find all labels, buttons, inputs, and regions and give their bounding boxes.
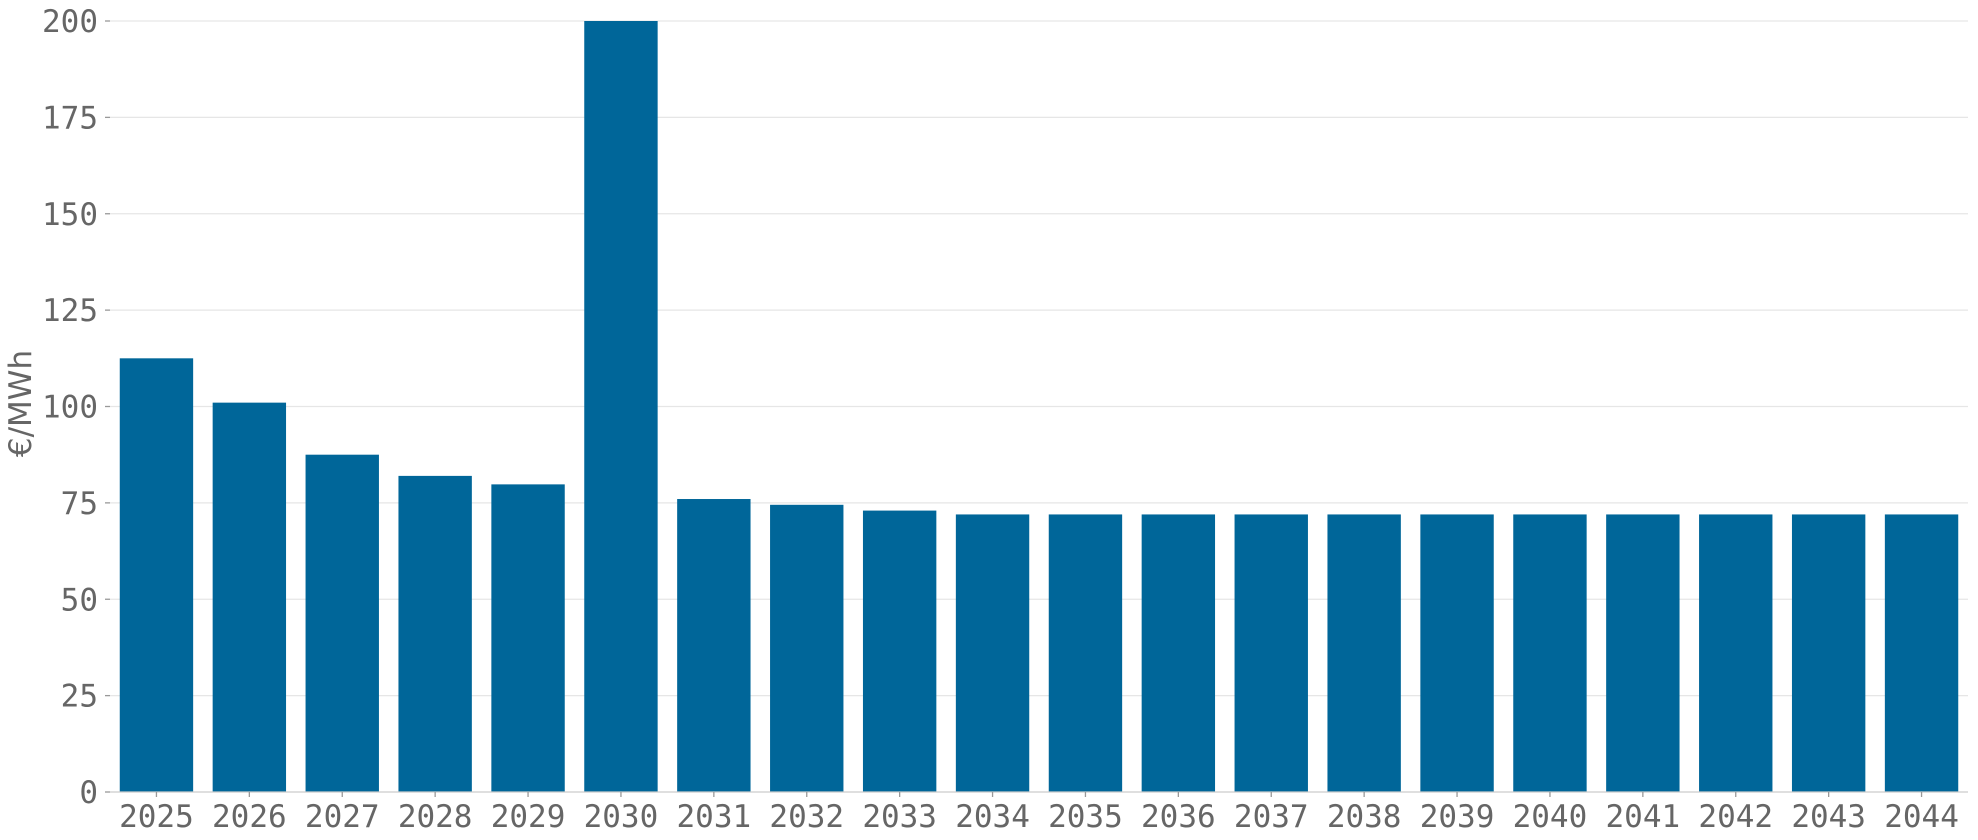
bar-2025	[119, 358, 194, 792]
y-axis-title: €/MWh	[3, 350, 39, 457]
y-tick-label: 0	[79, 775, 98, 811]
x-tick-label: 2042	[1698, 799, 1773, 835]
x-tick-label: 2025	[119, 799, 194, 835]
x-tick-label: 2040	[1513, 799, 1588, 835]
x-tick-label: 2031	[677, 799, 752, 835]
x-tick-label: 2039	[1420, 799, 1495, 835]
y-tick-label: 200	[42, 4, 98, 40]
x-tick-label: 2028	[398, 799, 473, 835]
x-tick-label: 2038	[1327, 799, 1402, 835]
x-tick-label: 2034	[955, 799, 1030, 835]
bar-2043	[1791, 514, 1866, 792]
bar-2042	[1699, 514, 1773, 792]
bar-2038	[1327, 514, 1401, 792]
bar-2029	[491, 484, 565, 792]
bar-2028	[398, 475, 472, 792]
y-tick-label: 150	[42, 197, 98, 233]
x-tick-label: 2044	[1884, 799, 1959, 835]
x-tick-label: 2043	[1791, 799, 1866, 835]
x-tick-label: 2032	[769, 799, 844, 835]
bar-2039	[1420, 514, 1494, 792]
x-tick-label: 2026	[212, 799, 287, 835]
y-tick-label: 125	[42, 293, 98, 329]
y-tick-label: 75	[61, 486, 98, 522]
bar-2037	[1234, 514, 1308, 792]
bar-2040	[1513, 514, 1587, 792]
bar-2030	[584, 21, 658, 792]
y-tick-label: 25	[61, 679, 98, 715]
bar-2036	[1141, 514, 1216, 792]
bar-2044	[1884, 514, 1959, 792]
bar-2031	[677, 499, 751, 792]
x-tick-label: 2030	[584, 799, 659, 835]
x-tick-label: 2033	[862, 799, 937, 835]
y-tick-label: 100	[42, 390, 98, 426]
bar-2034	[955, 514, 1030, 792]
x-tick-label: 2036	[1141, 799, 1216, 835]
bar-2032	[770, 504, 844, 792]
bar-2035	[1048, 514, 1123, 792]
x-tick-label: 2029	[491, 799, 566, 835]
x-tick-label: 2037	[1234, 799, 1309, 835]
bar-2033	[862, 510, 937, 792]
x-tick-label: 2035	[1048, 799, 1123, 835]
x-axis-ticks: 2025 2026 2027 2028 2029 2030 2031 2032 2033 2034…	[119, 792, 1959, 835]
y-axis-ticks: 0 25 50 75 100 125 150 175 200	[42, 4, 110, 811]
bar-2026	[212, 402, 287, 792]
y-tick-label: 175	[42, 100, 98, 136]
x-tick-label: 2041	[1606, 799, 1681, 835]
gridlines	[110, 20, 1968, 697]
bar-2041	[1606, 514, 1680, 792]
x-tick-label: 2027	[305, 799, 380, 835]
bars	[119, 21, 1959, 792]
y-tick-label: 50	[61, 582, 98, 618]
bar-2027	[305, 454, 379, 792]
